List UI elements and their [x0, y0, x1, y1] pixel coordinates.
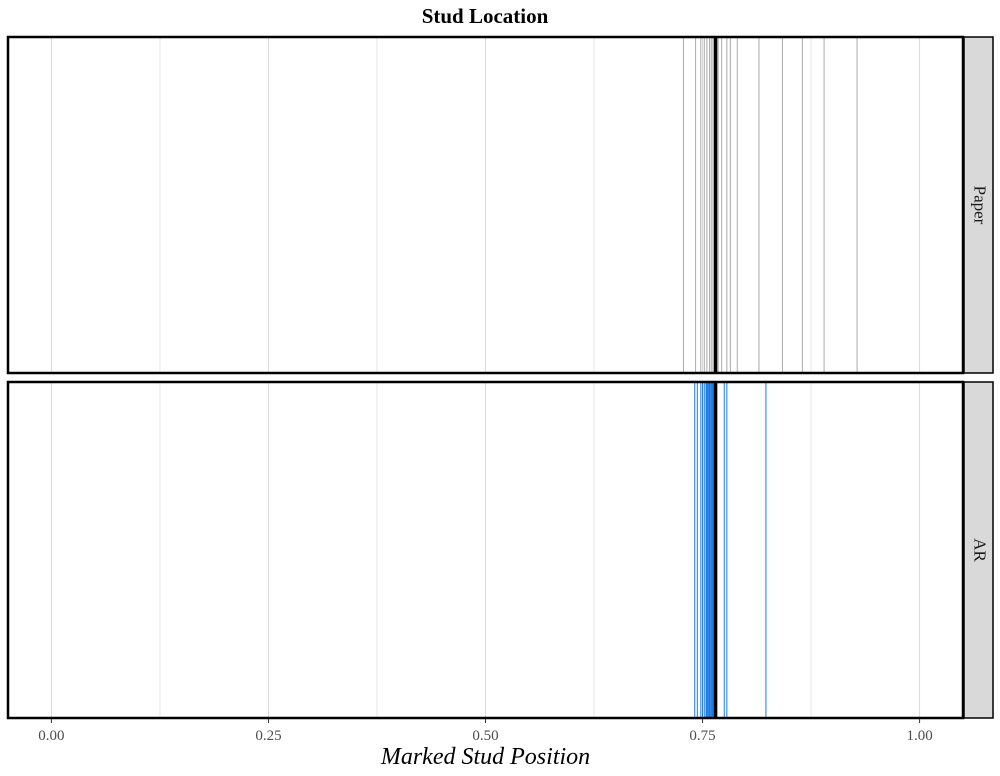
facet-strip-ar	[963, 381, 994, 719]
panel-border-ar	[6, 380, 965, 720]
x-tick-label: 0.75	[689, 728, 715, 744]
facet-strip-paper	[963, 36, 994, 374]
x-tick-label: 0.25	[255, 728, 281, 744]
x-tick-label: 0.00	[38, 728, 64, 744]
x-tick-label: 1.00	[906, 728, 932, 744]
panel-border-paper	[6, 35, 965, 375]
chart-title: Stud Location	[421, 4, 549, 28]
facet-label-ar: AR	[971, 538, 990, 562]
x-axis-title: Marked Stud Position	[380, 744, 590, 770]
x-tick-label: 0.50	[472, 728, 498, 744]
facet-label-paper: Paper	[971, 186, 990, 225]
